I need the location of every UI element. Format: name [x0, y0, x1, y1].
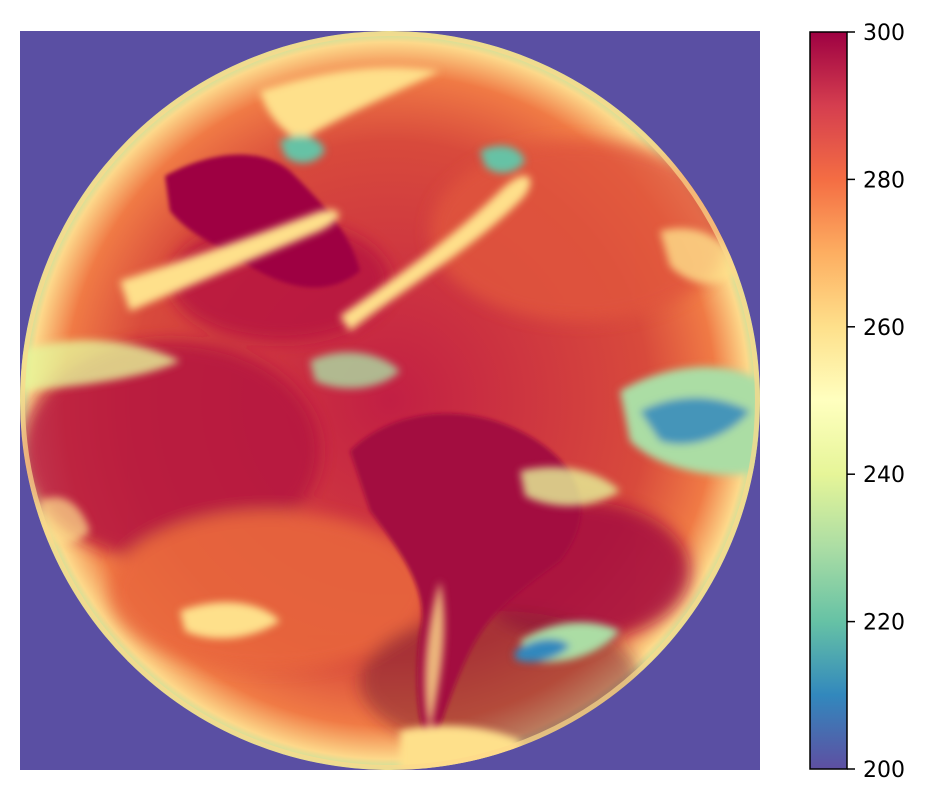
- colorbar-tick-label: 260: [863, 316, 905, 341]
- earth-disk: [20, 31, 760, 770]
- full-disk-satellite-image: [20, 31, 760, 770]
- colorbar-tick-label: 280: [863, 168, 905, 193]
- colorbar-tick-label: 240: [863, 463, 905, 488]
- colorbar-tick-label: 200: [863, 758, 905, 783]
- colorbar-ticks: 300 280 260 240 220 200: [847, 21, 905, 783]
- north-america-landmass: [165, 154, 360, 288]
- colorbar-tick-label: 300: [863, 21, 905, 46]
- colorbar-gradient: [809, 31, 848, 770]
- colorbar-tick-label: 220: [863, 611, 905, 636]
- south-america-landmass: [350, 413, 581, 751]
